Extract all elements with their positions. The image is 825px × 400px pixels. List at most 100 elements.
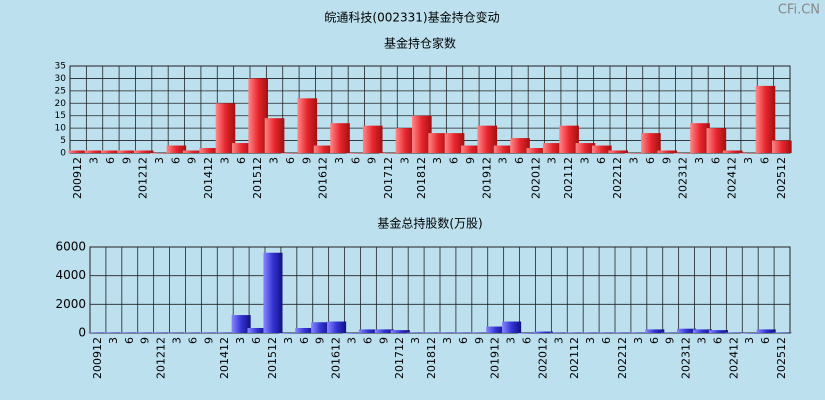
bar [477,125,498,153]
x-tick-label: 6 [104,157,117,164]
bar [549,332,569,334]
x-tick-label: 9 [186,157,199,164]
bar [362,125,383,153]
x-tick-label: 202512 [775,157,788,199]
x-tick-label: 202012 [536,337,549,379]
x-tick-label: 6 [361,337,374,344]
bar [390,330,410,333]
bar [706,128,727,153]
x-tick-label: 9 [473,337,486,344]
bar [624,153,645,154]
bar [279,333,299,334]
bar [150,153,170,154]
x-tick-label: 3 [628,157,641,164]
x-tick-label: 3 [441,337,454,344]
x-tick-label: 3 [234,337,247,344]
x-tick-label: 202312 [680,337,693,379]
x-tick-label: 202112 [568,337,581,379]
x-tick-label: 3 [268,157,281,164]
x-tick-label: 3 [552,337,565,344]
y-tick-label: 2000 [55,297,86,311]
x-tick-label: 201812 [425,337,438,379]
bar [84,150,105,153]
bar [232,143,252,153]
y-tick-label: 30 [55,74,67,84]
x-tick-label: 6 [709,157,722,164]
x-tick-label: 3 [346,337,359,344]
bar [330,123,350,153]
bar [166,145,187,153]
x-tick-label: 201612 [330,337,343,379]
x-tick-label: 3 [584,337,597,344]
bar [533,331,553,333]
bar [281,153,301,154]
x-tick-label: 6 [169,157,182,164]
x-tick-label: 6 [759,337,772,344]
x-tick-label: 6 [448,157,461,164]
bar [724,332,744,334]
x-tick-label: 9 [366,157,379,164]
x-tick-label: 6 [600,337,613,344]
chart-title: 基金总持股数(万股) [377,216,482,231]
bar [199,332,219,334]
bar [454,332,474,334]
bar [657,150,678,153]
bar [629,332,649,334]
bar [263,252,283,333]
bar [502,321,522,333]
bar [661,332,681,334]
bar [104,332,124,334]
bar [461,145,481,153]
bar [739,153,759,154]
y-tick-label: 10 [55,124,67,134]
bar [690,123,710,153]
bar [756,329,776,333]
watermark: CFi.CN [778,3,820,18]
bar [313,145,334,153]
bar [575,143,596,153]
x-tick-label: 202112 [562,157,575,199]
x-tick-label: 3 [505,337,518,344]
x-tick-label: 201912 [489,337,502,379]
x-tick-label: 201812 [415,157,428,199]
bar [167,332,188,334]
x-tick-label: 3 [107,337,120,344]
x-tick-label: 200912 [91,337,104,379]
bar [517,333,538,334]
bar [136,332,156,334]
bar [641,133,661,153]
bar [182,150,203,153]
bar [101,150,121,153]
bar [581,332,601,334]
y-tick-label: 4000 [55,268,86,282]
bar [613,332,633,334]
x-tick-label: 9 [377,337,390,344]
bar [438,332,458,334]
x-tick-label: 9 [660,157,673,164]
y-tick-label: 6000 [55,240,86,254]
x-tick-label: 6 [595,157,608,164]
bar [374,329,394,333]
bar [117,150,138,153]
x-tick-label: 201712 [393,337,406,379]
bar [358,329,378,333]
x-tick-label: 201512 [251,157,264,199]
bar [444,133,465,153]
bar [88,332,108,334]
bar [295,327,315,333]
x-tick-label: 201212 [155,337,168,379]
bar [486,326,506,333]
x-tick-label: 9 [202,337,215,344]
bar [231,315,251,333]
bar [152,332,172,334]
bar [428,133,448,153]
x-tick-label: 3 [431,157,444,164]
y-tick-label: 20 [55,99,67,109]
x-tick-label: 201512 [266,337,279,379]
x-tick-label: 3 [497,157,510,164]
bar [412,115,432,153]
bar [772,140,792,153]
bar [673,153,694,154]
bar [215,332,235,334]
x-tick-label: 9 [120,157,133,164]
